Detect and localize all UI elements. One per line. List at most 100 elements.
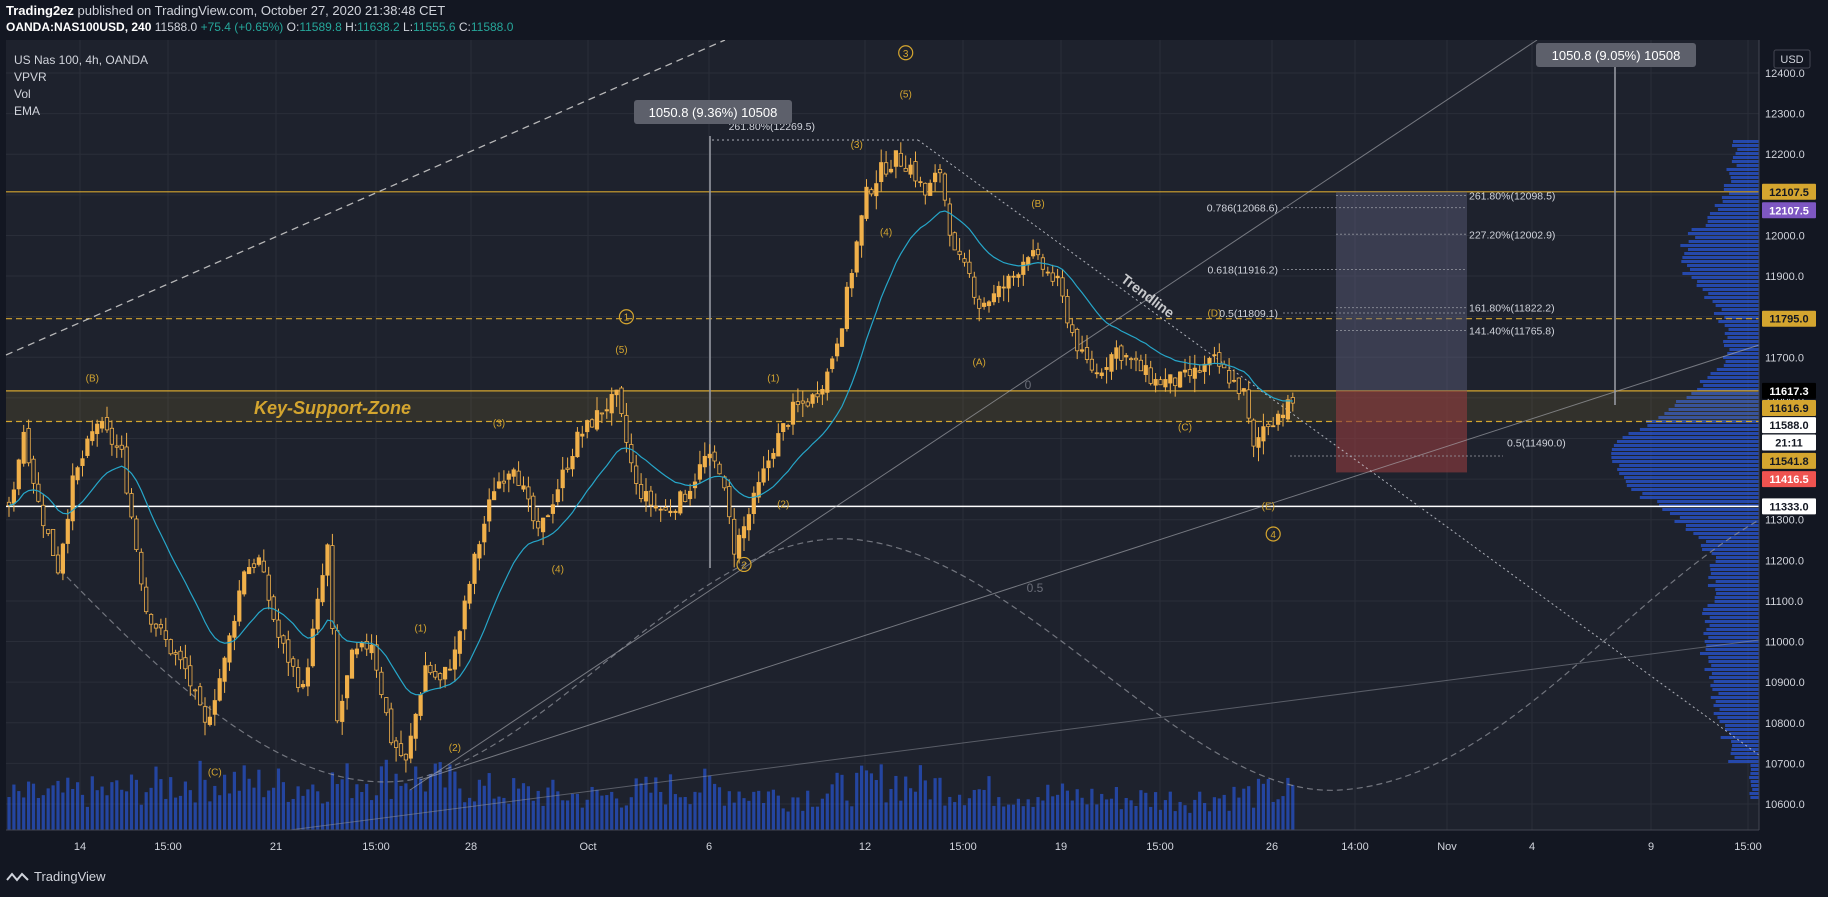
- vpvr-bar: [1708, 292, 1759, 295]
- candle-body: [555, 489, 560, 503]
- candle-body: [134, 518, 139, 551]
- candle-body: [1227, 370, 1232, 384]
- volume-bar: [825, 793, 829, 830]
- candle-body: [11, 489, 16, 504]
- volume-bar: [428, 774, 432, 830]
- volume-bar: [360, 792, 364, 830]
- currency-badge[interactable]: USD: [1773, 49, 1811, 69]
- volume-bar: [144, 792, 148, 830]
- candle-body: [1241, 388, 1246, 392]
- candle-body: [1001, 286, 1006, 289]
- volume-bar: [561, 800, 565, 830]
- candle-body: [653, 505, 658, 509]
- candle-body: [1192, 367, 1197, 379]
- price-tag: [1762, 183, 1816, 200]
- vpvr-bar: [1625, 480, 1759, 483]
- wave-label: 4: [1270, 530, 1276, 541]
- legend-series[interactable]: US Nas 100, 4h, OANDA: [14, 53, 149, 67]
- time-axis[interactable]: 14 15:00 21 15:00 28 Oct 6 12 15:00 19 15:00 26 14:0…: [74, 841, 1762, 853]
- time-tick-label: 14:00: [1341, 841, 1369, 853]
- volume-bar: [820, 798, 824, 830]
- volume-bar: [1114, 787, 1118, 830]
- candle-body: [379, 671, 384, 696]
- volume-bar: [1080, 797, 1084, 830]
- candle-body: [237, 590, 242, 622]
- drawing-tools[interactable]: [5, 39, 1760, 831]
- candle-body: [604, 409, 609, 412]
- candle-body: [129, 493, 134, 518]
- brand-label: TradingView: [34, 869, 106, 884]
- price-tags: 12107.5 12107.5 11795.0 11617.3 11616.9 11588…: [1762, 183, 1816, 515]
- measure-box: [634, 100, 792, 124]
- volume-bar: [1212, 797, 1216, 830]
- candle-body: [952, 232, 957, 251]
- vpvr-bar: [1715, 304, 1759, 307]
- candle-body: [197, 686, 203, 706]
- legend-vol[interactable]: Vol: [14, 87, 31, 101]
- volume-bar: [1021, 806, 1025, 830]
- time-tick-label: 15:00: [154, 841, 182, 853]
- vpvr-bar: [1659, 504, 1759, 507]
- plot-area[interactable]: [6, 40, 1759, 830]
- vpvr-bar: [1696, 284, 1759, 287]
- vpvr-bar: [1702, 612, 1759, 615]
- candle-body: [6, 501, 12, 507]
- volume-bar: [453, 771, 457, 830]
- tradingview-logo[interactable]: TradingView: [6, 869, 106, 884]
- vpvr-bar: [1731, 748, 1759, 751]
- vpvr-bar: [1719, 708, 1759, 711]
- volume-bar: [762, 802, 766, 830]
- volume-bar: [1256, 778, 1261, 830]
- candle-body: [452, 649, 458, 670]
- time-tick-label: 6: [706, 841, 712, 853]
- volume-bar: [370, 800, 374, 830]
- fib-label: 0.5(11490.0): [1507, 438, 1566, 450]
- volume-bar: [1198, 791, 1202, 830]
- candle-body: [913, 161, 918, 182]
- candle-body: [1187, 369, 1192, 377]
- candle-body: [1212, 354, 1217, 357]
- vpvr-bar: [1611, 456, 1759, 459]
- vpvr-bar: [1664, 412, 1759, 415]
- volume-bar: [1031, 806, 1035, 830]
- volume-bar: [845, 800, 849, 830]
- time-axis-bg[interactable]: [0, 830, 1759, 868]
- volume-bar: [531, 800, 535, 830]
- fib-label: 0.786(12068.6): [1207, 203, 1278, 215]
- volume-bar: [664, 804, 668, 830]
- vpvr-bar: [1714, 596, 1759, 599]
- volume-bar: [149, 787, 153, 830]
- volume-bar: [433, 763, 437, 830]
- candle-body: [947, 203, 952, 236]
- volume-bar: [1149, 806, 1153, 830]
- candle-body: [643, 491, 649, 502]
- candle-body: [864, 186, 869, 219]
- volume-bar: [154, 766, 158, 830]
- vpvr-bar: [1708, 656, 1759, 659]
- last-price: 11588.0: [154, 20, 198, 34]
- legend-ema[interactable]: EMA: [14, 104, 41, 118]
- legend-vpvr[interactable]: VPVR: [14, 70, 47, 84]
- volume-bar: [487, 773, 491, 830]
- vpvr-bar: [1729, 172, 1759, 175]
- publisher-name[interactable]: Trading2ez: [6, 3, 74, 18]
- candle-body: [1143, 365, 1148, 375]
- price-tag: [1762, 434, 1816, 451]
- candle-body: [1084, 347, 1090, 360]
- candle-body: [776, 433, 781, 457]
- volume-bar: [864, 770, 869, 830]
- volume-bar: [272, 787, 276, 830]
- symbol-name: OANDA:NAS100USD, 240: [6, 20, 152, 34]
- volume-bar: [276, 768, 281, 830]
- candle-body: [354, 648, 360, 655]
- candle-body: [340, 700, 345, 722]
- volume-bar: [801, 810, 805, 830]
- volume-bar: [835, 772, 839, 830]
- vpvr-bar: [1735, 152, 1759, 155]
- volume-bar: [1065, 790, 1069, 830]
- volume-bar: [634, 778, 638, 830]
- vpvr-bar: [1715, 580, 1759, 583]
- volume-bar: [1085, 804, 1089, 830]
- volume-bar: [879, 764, 883, 830]
